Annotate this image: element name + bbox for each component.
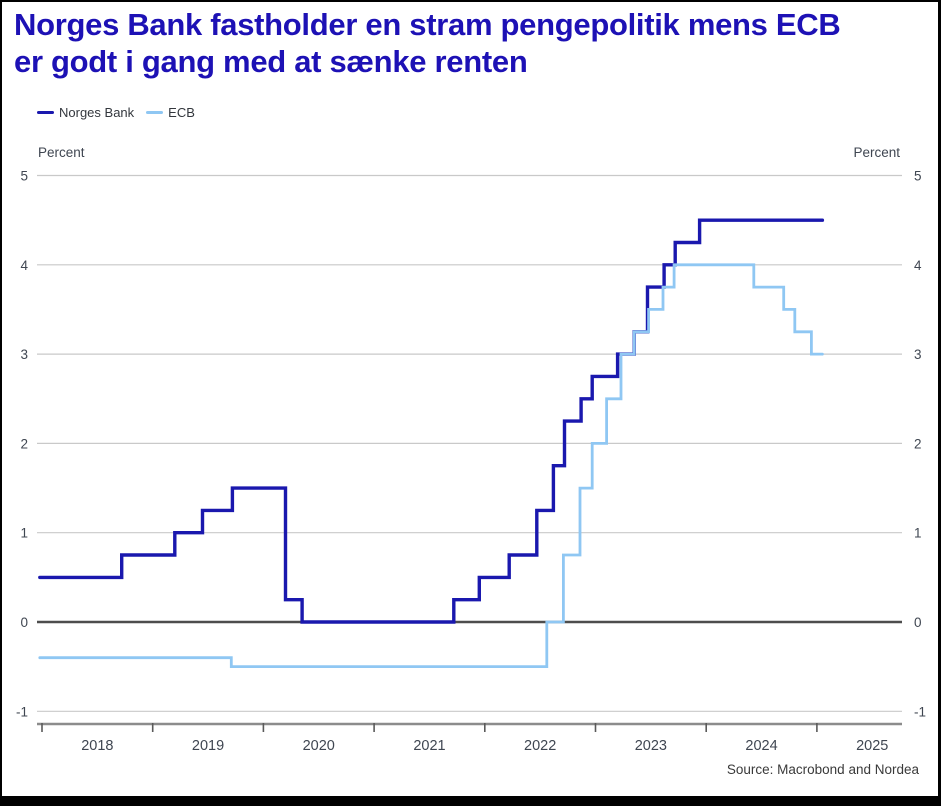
y-axis-label-right: 4 bbox=[914, 258, 922, 273]
chart-legend: Norges Bank ECB bbox=[37, 105, 195, 120]
x-axis-year-label: 2021 bbox=[413, 738, 445, 754]
chart-title-line1: Norges Bank fastholder en stram pengepol… bbox=[14, 7, 841, 42]
ecb-line-swatch-icon bbox=[146, 111, 164, 114]
policy-rate-step-chart: 2018 2019 2020 2021 2022 2023 2024 2025 -1 -1 0 0 1 1… bbox=[16, 169, 926, 755]
y-axis-label-left: 3 bbox=[20, 347, 28, 362]
x-axis-year-label: 2022 bbox=[524, 738, 556, 754]
y-axis-label-right: 3 bbox=[914, 347, 922, 362]
y-axis-label-left: 0 bbox=[20, 615, 28, 630]
series-line-ecb bbox=[38, 263, 824, 668]
y-axis-label-left: 2 bbox=[20, 436, 28, 451]
y-axis-label-left: 4 bbox=[20, 258, 28, 273]
y-axis-label-right: 2 bbox=[914, 436, 922, 451]
source-note: Source: Macrobond and Nordea bbox=[726, 762, 919, 777]
y-axis-label-right: 0 bbox=[914, 615, 922, 630]
y-axis-label-left: 1 bbox=[20, 526, 28, 541]
x-axis-year-label: 2018 bbox=[81, 738, 113, 754]
x-axis-year-label: 2025 bbox=[856, 738, 888, 754]
x-axis-year-label: 2023 bbox=[635, 738, 667, 754]
chart-title: Norges Bank fastholder en stram pengepol… bbox=[14, 6, 841, 80]
legend-label-norges-bank: Norges Bank bbox=[59, 105, 135, 120]
y-axis-label-right: -1 bbox=[914, 704, 926, 719]
legend-label-ecb: ECB bbox=[168, 105, 195, 120]
y-axis-label-left: 5 bbox=[20, 169, 28, 184]
legend-item-norges-bank: Norges Bank bbox=[37, 105, 134, 120]
y-axis-label-left: -1 bbox=[16, 704, 28, 719]
series-line-norges-bank bbox=[38, 218, 825, 624]
x-axis-year-label: 2019 bbox=[192, 738, 224, 754]
y-axis-title-right: Percent bbox=[853, 145, 900, 160]
y-axis-label-right: 5 bbox=[914, 169, 922, 184]
y-axis-title-left: Percent bbox=[38, 145, 85, 160]
norges-bank-line-swatch-icon bbox=[37, 111, 54, 114]
legend-item-ecb: ECB bbox=[146, 105, 195, 120]
y-axis-label-right: 1 bbox=[914, 526, 922, 541]
x-axis-year-label: 2024 bbox=[745, 738, 777, 754]
x-axis-year-label: 2020 bbox=[303, 738, 335, 754]
chart-title-line2: er godt i gang med at sænke renten bbox=[14, 44, 528, 79]
